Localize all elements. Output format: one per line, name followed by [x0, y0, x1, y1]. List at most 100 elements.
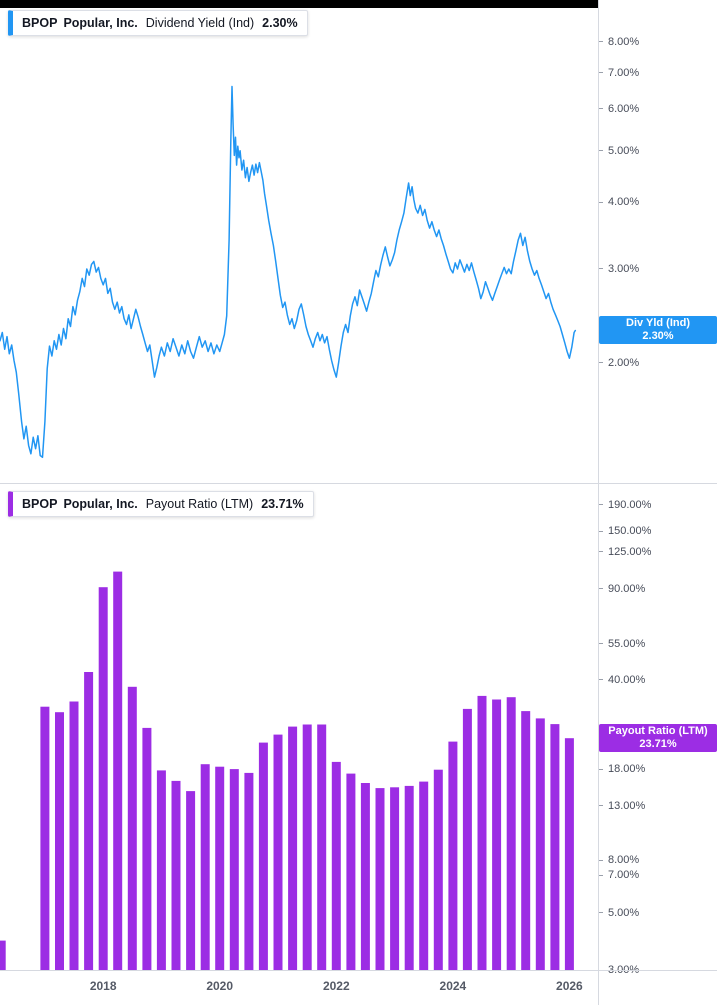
y-axis-tick: 3.00%: [599, 262, 639, 276]
tick-mark: [599, 768, 603, 770]
tick-label: 5.00%: [608, 906, 640, 919]
tick-label: 18.00%: [608, 763, 646, 776]
payout-ratio-bar: [331, 761, 341, 970]
tick-mark: [599, 588, 603, 590]
indicator-value-label: 2.30%: [262, 16, 298, 30]
y-axis-tick: 125.00%: [599, 545, 651, 559]
payout-ratio-bar: [477, 695, 487, 970]
y-axis-tick: 55.00%: [599, 637, 645, 651]
tick-label: 40.00%: [608, 673, 646, 686]
x-axis-year-label: 2022: [322, 979, 350, 993]
payout-ratio-bar: [84, 672, 94, 970]
tick-mark: [599, 805, 603, 807]
tick-label: 150.00%: [608, 525, 652, 538]
x-axis-year-label: 2020: [206, 979, 234, 993]
payout-ratio-bar: [346, 773, 356, 970]
payout-ratio-bar: [288, 726, 298, 970]
payout-ratio-bar: [113, 571, 123, 970]
x-axis-year-label: 2024: [439, 979, 467, 993]
y-axis-tick: 5.00%: [599, 906, 639, 920]
payout-ratio-bar: [171, 780, 181, 970]
payout-ratio-bar: [0, 940, 6, 970]
tick-label: 125.00%: [608, 545, 652, 558]
payout-ratio-bar: [535, 718, 545, 970]
tick-label: 190.00%: [608, 498, 652, 511]
time-axis[interactable]: 2018 2020 2022 2024 2026: [0, 971, 717, 1005]
tick-mark: [599, 150, 603, 152]
dividend-yield-legend[interactable]: BPOP Popular, Inc. Dividend Yield (Ind) …: [8, 10, 308, 36]
tick-label: 8.00%: [608, 35, 640, 48]
tick-label: 8.00%: [608, 854, 640, 867]
payout-ratio-bar: [98, 587, 108, 970]
tick-label: 5.00%: [608, 144, 640, 157]
y-axis-tick: 8.00%: [599, 35, 639, 49]
payout-ratio-bar: [69, 701, 79, 970]
tick-mark: [599, 41, 603, 43]
y-axis-tick: 2.00%: [599, 356, 639, 370]
tick-label: 7.00%: [608, 66, 640, 79]
indicator-name-label: Dividend Yield (Ind): [145, 16, 255, 30]
payout-ratio-bar: [55, 712, 64, 970]
y-axis-tick: 7.00%: [599, 868, 639, 882]
tick-mark: [599, 108, 603, 110]
y-axis-tick: 150.00%: [599, 524, 651, 538]
payout-ratio-bar: [521, 711, 531, 970]
tick-mark: [599, 362, 603, 364]
payout-ratio-bar: [448, 741, 458, 970]
x-axis-year-label: 2018: [89, 979, 117, 993]
y-axis-tick: 6.00%: [599, 102, 639, 116]
payout-ratio-bar: [244, 772, 254, 970]
payout-ratio-bar: [142, 727, 152, 970]
payout-ratio-bar: [506, 697, 516, 970]
payout-ratio-bar: [462, 708, 472, 970]
payout-ratio-bar: [127, 686, 137, 970]
tick-label: 13.00%: [608, 799, 646, 812]
payout-ratio-bar: [273, 734, 283, 970]
payout-ratio-bar: [375, 788, 385, 970]
payout-ratio-bar: [302, 724, 312, 970]
dividend-yield-line: [0, 85, 577, 459]
tick-label: 4.00%: [608, 196, 640, 209]
payout-ratio-bar: [317, 724, 327, 970]
tick-label: 7.00%: [608, 869, 640, 881]
company-name-label: Popular, Inc.: [63, 16, 138, 30]
y-axis-tick: 5.00%: [599, 144, 639, 158]
badge-value: 2.30%: [642, 330, 674, 342]
y-axis-tick: 8.00%: [599, 853, 639, 867]
price-axis[interactable]: 8.00% 7.00% 6.00% 5.00% 4.00% 3.00% 2.00% 190.0…: [598, 0, 717, 1005]
tick-mark: [599, 859, 603, 861]
payout-ratio-bar: [492, 699, 502, 970]
chart-plot-area[interactable]: [0, 0, 598, 970]
tick-label: 2.00%: [608, 356, 640, 369]
ticker-label: BPOP: [22, 497, 58, 511]
payout-ratio-bar: [258, 742, 268, 970]
y-axis-tick: 7.00%: [599, 66, 639, 80]
payout-ratio-legend[interactable]: BPOP Popular, Inc. Payout Ratio (LTM) 23…: [8, 491, 314, 517]
badge-value: 23.71%: [639, 738, 677, 750]
payout-ratio-bar: [550, 724, 560, 970]
y-axis-tick: 40.00%: [599, 673, 645, 687]
tick-mark: [599, 643, 603, 645]
payout-ratio-axis-badge: Payout Ratio (LTM) 23.71%: [599, 724, 717, 752]
ticker-label: BPOP: [22, 16, 58, 30]
payout-ratio-bar: [419, 781, 429, 970]
pane-divider: [0, 483, 717, 484]
tick-label: 90.00%: [608, 582, 646, 595]
company-name-label: Popular, Inc.: [63, 497, 138, 511]
tick-mark: [599, 268, 603, 270]
badge-title: Div Yld (Ind): [626, 317, 690, 329]
tick-mark: [599, 72, 603, 74]
tick-mark: [599, 551, 603, 553]
time-axis-divider: [0, 970, 717, 971]
tick-mark: [599, 874, 603, 876]
payout-ratio-bar: [390, 787, 400, 970]
top-bar: [0, 0, 598, 8]
indicator-name-label: Payout Ratio (LTM): [145, 497, 254, 511]
badge-title: Payout Ratio (LTM): [608, 725, 708, 737]
x-axis-year-label: 2026: [556, 979, 583, 993]
tick-mark: [599, 679, 603, 681]
tick-mark: [599, 912, 603, 914]
y-axis-tick: 4.00%: [599, 195, 639, 209]
tick-label: 3.00%: [608, 262, 640, 275]
payout-ratio-bar: [404, 785, 414, 970]
